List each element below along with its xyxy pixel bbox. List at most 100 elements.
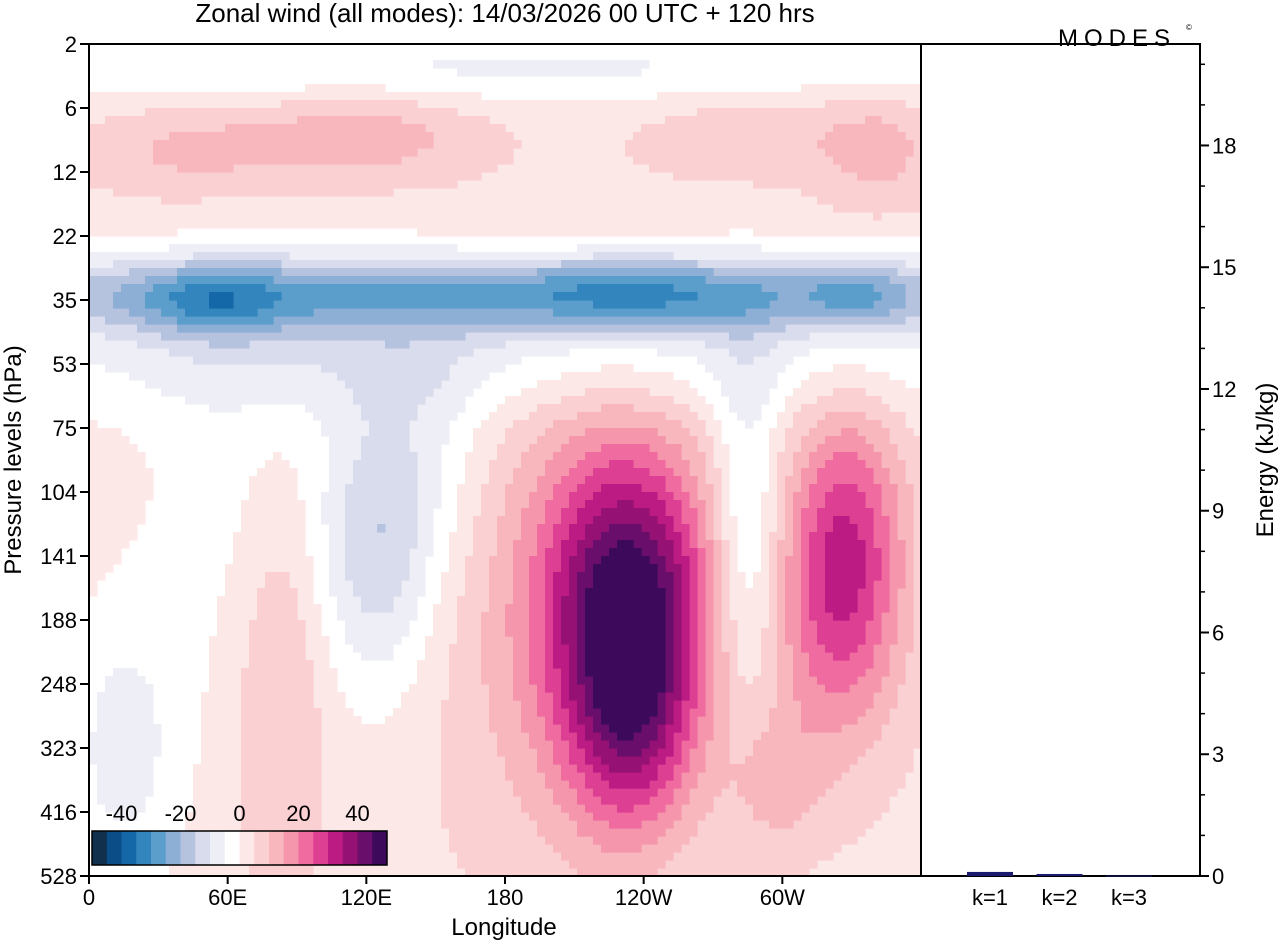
wind-cell <box>585 660 666 669</box>
wind-cell <box>153 140 434 149</box>
wind-cell <box>177 316 274 325</box>
wind-cell <box>89 220 921 229</box>
wind-cell <box>185 284 266 293</box>
wind-cell <box>593 492 658 501</box>
wind-cell <box>753 180 921 189</box>
wind-cell <box>193 252 290 261</box>
wind-cell <box>345 548 410 557</box>
wind-cell <box>457 68 642 77</box>
wind-cell <box>337 372 450 381</box>
wind-cell <box>97 700 154 709</box>
wind-cell <box>89 508 146 517</box>
wind-cell <box>89 468 154 477</box>
wind-cell <box>97 420 482 429</box>
wind-cell <box>361 436 410 445</box>
wind-cell <box>345 556 410 565</box>
wind-cell <box>625 140 921 149</box>
energy-tick-label: 18 <box>1212 133 1236 158</box>
wind-cell <box>569 860 666 869</box>
wind-cell <box>353 396 426 405</box>
wind-cell <box>801 404 890 413</box>
wind-cell <box>241 668 314 677</box>
wind-cell <box>241 716 322 725</box>
wind-cell <box>89 172 482 181</box>
wind-cell <box>145 460 266 469</box>
wind-cell <box>801 188 921 197</box>
wind-cell <box>193 356 458 365</box>
wind-cell <box>241 676 314 685</box>
wind-cell <box>601 532 650 541</box>
wind-cell <box>649 164 921 173</box>
wind-cell <box>809 372 890 381</box>
wind-cell <box>137 524 242 533</box>
wind-cell <box>361 412 418 421</box>
wind-cell <box>345 620 410 629</box>
wind-cell <box>89 108 921 117</box>
wind-cell <box>105 572 226 581</box>
wind-cell <box>753 228 921 237</box>
wind-cell <box>617 748 642 757</box>
wind-cell <box>601 772 658 781</box>
energy-category-label: k=2 <box>1041 885 1077 910</box>
wind-cell <box>113 668 138 677</box>
wind-cell <box>353 644 394 653</box>
wind-contours <box>89 44 921 876</box>
wind-cell <box>417 228 730 237</box>
wind-cell <box>89 588 98 597</box>
wind-cell <box>593 580 658 589</box>
colorbar-swatch <box>121 831 137 865</box>
wind-cell <box>633 132 921 141</box>
wind-cell <box>593 564 658 573</box>
wind-cell <box>89 484 154 493</box>
wind-cell <box>721 388 770 397</box>
wind-cell <box>241 772 322 781</box>
wind-band <box>585 540 666 741</box>
wind-cell <box>89 644 210 653</box>
wind-cell <box>273 452 282 461</box>
wind-cell <box>577 244 762 253</box>
wind-cell <box>825 148 914 157</box>
wind-cell <box>377 524 386 533</box>
wind-cell <box>817 140 914 149</box>
wind-cell <box>145 508 242 517</box>
wind-cell <box>89 188 921 197</box>
wind-cell <box>737 524 762 533</box>
energy-bar-k3 <box>1106 875 1152 877</box>
wind-cell <box>89 444 138 453</box>
energy-tick-label: 0 <box>1212 864 1224 889</box>
y-tick-label: 75 <box>53 416 77 441</box>
wind-cell <box>593 788 658 797</box>
wind-cell <box>161 332 466 341</box>
wind-cell <box>825 580 866 589</box>
wind-cell <box>241 748 322 757</box>
wind-cell <box>129 372 490 381</box>
wind-cell <box>249 620 306 629</box>
wind-cell <box>225 124 426 133</box>
wind-cell <box>185 308 258 317</box>
wind-cell <box>353 588 402 597</box>
wind-cell <box>825 556 866 565</box>
wind-cell <box>865 116 882 125</box>
colorbar-swatch <box>342 831 358 865</box>
wind-cell <box>641 124 921 133</box>
wind-cell <box>857 172 898 181</box>
wind-cell <box>593 812 658 821</box>
wind-cell <box>737 516 762 525</box>
wind-cell <box>241 764 322 773</box>
wind-cell <box>809 668 866 677</box>
wind-cell <box>257 604 298 613</box>
wind-cell <box>825 644 858 653</box>
wind-cell <box>601 404 634 413</box>
wind-cell <box>97 580 226 589</box>
wind-cell <box>825 532 858 541</box>
wind-cell <box>609 524 642 533</box>
x-tick-label: 180 <box>487 885 524 910</box>
wind-cell <box>97 692 154 701</box>
wind-cell <box>833 204 921 213</box>
energy-bars: k=1 k=2 k=3 <box>967 871 1152 910</box>
wind-cell <box>593 516 658 525</box>
colorbar-swatch <box>180 831 196 865</box>
wind-cell <box>601 796 650 805</box>
